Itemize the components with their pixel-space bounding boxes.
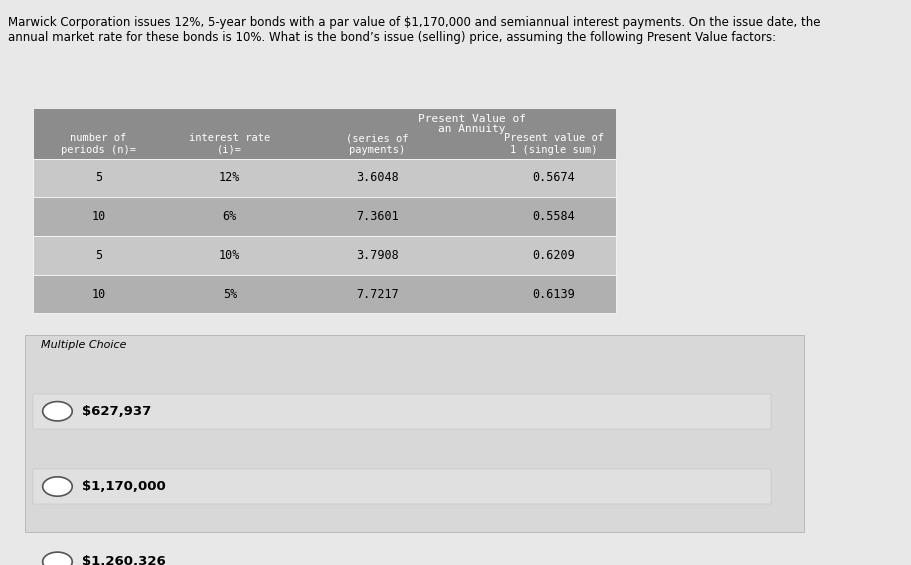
Text: Marwick Corporation issues 12%, 5-year bonds with a par value of $1,170,000 and : Marwick Corporation issues 12%, 5-year b… [8,16,821,44]
Text: 10: 10 [91,288,106,301]
FancyBboxPatch shape [33,236,616,275]
Text: $627,937: $627,937 [82,405,151,418]
Text: 3.7908: 3.7908 [356,249,399,262]
Text: 0.6139: 0.6139 [533,288,576,301]
Text: (series of
payments): (series of payments) [346,133,409,155]
Text: 0.5584: 0.5584 [533,210,576,223]
FancyBboxPatch shape [25,335,804,532]
FancyBboxPatch shape [33,159,616,197]
Text: 0.6209: 0.6209 [533,249,576,262]
Text: 5%: 5% [222,288,237,301]
Circle shape [43,402,72,421]
FancyBboxPatch shape [33,197,616,236]
Circle shape [43,552,72,565]
Text: interest rate
(i)=: interest rate (i)= [189,133,271,155]
Text: 10%: 10% [220,249,241,262]
Text: 5: 5 [95,171,102,184]
Text: 10: 10 [91,210,106,223]
Text: 3.6048: 3.6048 [356,171,399,184]
Text: 7.3601: 7.3601 [356,210,399,223]
FancyBboxPatch shape [33,470,772,504]
Text: $1,170,000: $1,170,000 [82,480,166,493]
Text: 12%: 12% [220,171,241,184]
Text: 5: 5 [95,249,102,262]
Text: number of
periods (n)=: number of periods (n)= [61,133,136,155]
FancyBboxPatch shape [33,545,772,565]
Text: 0.5674: 0.5674 [533,171,576,184]
Text: 7.7217: 7.7217 [356,288,399,301]
Text: $1,260,326: $1,260,326 [82,555,166,565]
Text: an Annuity: an Annuity [438,124,506,134]
Text: Present Value of: Present Value of [418,114,526,124]
Text: 6%: 6% [222,210,237,223]
FancyBboxPatch shape [33,275,616,314]
FancyBboxPatch shape [33,394,772,429]
Text: Present value of
1 (single sum): Present value of 1 (single sum) [504,133,604,155]
Text: Multiple Choice: Multiple Choice [41,340,127,350]
Circle shape [43,477,72,496]
FancyBboxPatch shape [33,107,616,159]
